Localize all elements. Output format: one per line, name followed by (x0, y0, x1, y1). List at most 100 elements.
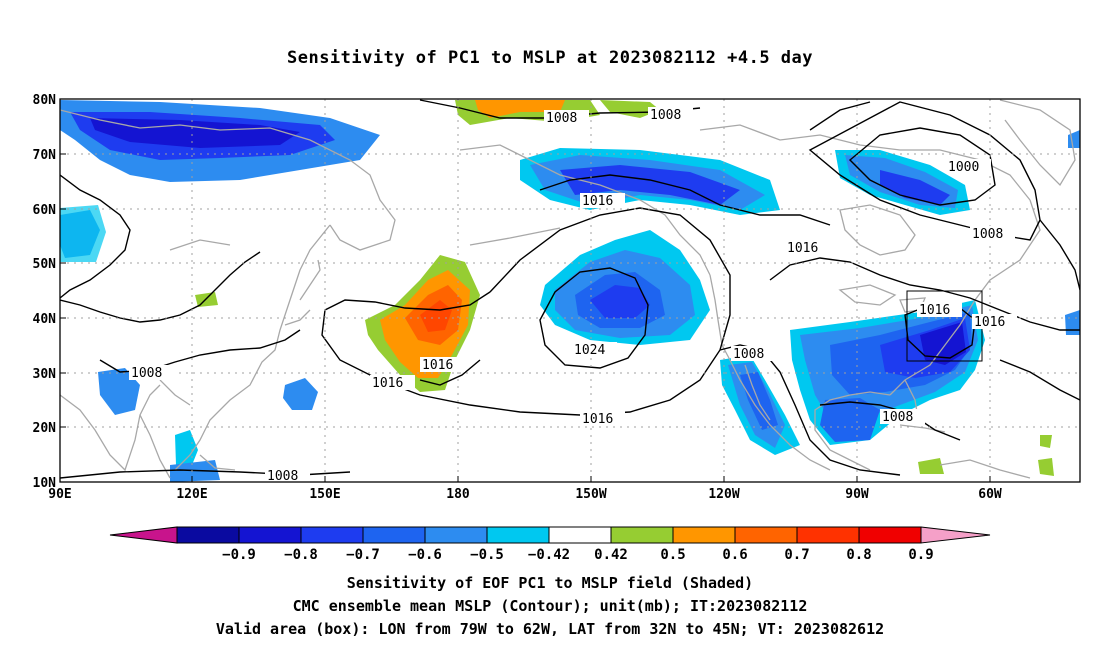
contour-label: 1016 (974, 315, 1005, 330)
axis-ticks (60, 98, 991, 483)
lon-label: 120W (708, 487, 739, 502)
lat-label: 60N (33, 203, 57, 218)
shade-pacific-high-inner (590, 285, 650, 318)
lat-label: 80N (33, 93, 57, 108)
lon-label: 150E (309, 487, 340, 502)
contour-label: 1016 (422, 358, 453, 373)
colorbar-label: −0.5 (470, 547, 504, 563)
colorbar-label: −0.42 (528, 547, 570, 563)
contour-label: 1016 (582, 412, 613, 427)
colorbar-label: 0.6 (722, 547, 747, 563)
lon-label: 90E (48, 487, 71, 502)
contour-label: 1008 (972, 227, 1003, 242)
contour-label: 1016 (787, 241, 818, 256)
contour-lower-right (999, 359, 1080, 401)
colorbar-box (486, 526, 550, 544)
shade-caribbean-green-c (918, 458, 944, 474)
lon-label: 120E (176, 487, 207, 502)
shade-arctic-green-right (600, 100, 660, 118)
colorbar-label: 0.42 (594, 547, 628, 563)
contour-label: 1008 (650, 108, 681, 123)
coast-east-na (889, 199, 1041, 396)
coast-west-na (709, 274, 831, 471)
contour-labels: 1008 1008 1000 1016 1016 1008 1016 1016 … (129, 107, 1017, 484)
coast-greenland (999, 99, 1076, 187)
shade-gulf-mexico (820, 398, 880, 442)
colorbar-label: −0.6 (408, 547, 442, 563)
colorbar-box (548, 526, 612, 544)
contour-asia-1008-b (60, 251, 261, 323)
coast-japan (284, 259, 321, 326)
contour-label: 1008 (267, 469, 298, 484)
contour-label: 1008 (733, 347, 764, 362)
colorbar-label: 0.9 (908, 547, 933, 563)
coast-hudson (839, 204, 916, 256)
contour-pacific-1024 (539, 267, 649, 369)
lon-label: 60W (978, 487, 1002, 502)
shade-caribbean-green-a (1040, 435, 1052, 448)
contour-label: 1008 (131, 366, 162, 381)
colorbar-box (176, 526, 240, 544)
lat-label: 30N (33, 367, 57, 382)
lon-label: 150W (575, 487, 606, 502)
colorbar-box (858, 526, 922, 544)
lat-label: 50N (33, 257, 57, 272)
contour-gulf-1016 (539, 174, 831, 226)
coast-aleutians (469, 227, 561, 246)
contour-label: 1008 (882, 410, 913, 425)
shade-caribbean-green-b (1038, 458, 1054, 476)
shade-hudson-core (880, 170, 950, 205)
lon-label: 90W (845, 487, 869, 502)
map-plot-area: 1008 1008 1000 1016 1016 1008 1016 1016 … (60, 99, 1080, 484)
colorbar-label: 0.7 (784, 547, 809, 563)
coast-china-inner (159, 239, 231, 406)
colorbar-box (734, 526, 798, 544)
contour-asia-1008-a (60, 174, 131, 299)
colorbar-label: 0.8 (846, 547, 871, 563)
shade-phil-sea (283, 378, 318, 410)
coast-south-america (939, 459, 1031, 479)
contour-label: 1016 (919, 303, 950, 318)
contour-label: 1024 (574, 343, 605, 358)
shade-arctic-siberia-inner (90, 118, 300, 148)
colorbar-box (672, 526, 736, 544)
colorbar-low-extension (109, 526, 178, 544)
shade-arctic-warm (475, 100, 565, 118)
coastlines (60, 99, 1076, 479)
lat-label: 40N (33, 312, 57, 327)
longitude-labels: 90E 120E 150E 180 150W 120W 90W 60W (48, 487, 1002, 502)
shade-west-edge-outer (60, 205, 106, 262)
colorbar-boxes (176, 526, 922, 544)
colorbar-label: 0.5 (660, 547, 685, 563)
plot-frame (59, 98, 1081, 483)
colorbar-box (796, 526, 860, 544)
caption-line-1: Sensitivity of EOF PC1 to MSLP field (Sh… (346, 574, 754, 592)
colorbar-labels: −0.9 −0.8 −0.7 −0.6 −0.5 −0.42 0.42 0.5 0.6 0.7 0.… (222, 547, 934, 563)
contour-hudson-1000 (848, 127, 996, 206)
contour-label: 1016 (372, 376, 403, 391)
colorbar-high-extension (920, 526, 991, 544)
coast-great-lakes (838, 284, 927, 313)
coast-gulf (814, 391, 891, 471)
coast-alaska (459, 144, 711, 276)
shade-asia-green (195, 292, 218, 307)
coast-southeast-asia (139, 414, 236, 479)
lat-label: 70N (33, 148, 57, 163)
coast-india (60, 384, 161, 472)
contour-label: 1016 (582, 194, 613, 209)
lat-label: 20N (33, 421, 57, 436)
colorbar-box (238, 526, 302, 544)
contour-label: 1008 (546, 111, 577, 126)
colorbar-box (424, 526, 488, 544)
colorbar-box (610, 526, 674, 544)
colorbar-box (362, 526, 426, 544)
figure-title: Sensitivity of PC1 to MSLP at 2023082112… (286, 48, 813, 68)
shade-south-china (175, 430, 198, 470)
shade-east-atlantic (1065, 310, 1080, 335)
lon-label: 180 (446, 487, 470, 502)
caption-line-3: Valid area (box): LON from 79W to 62W, L… (215, 620, 885, 638)
lat-label: 10N (33, 476, 57, 491)
coast-east-asia (174, 224, 331, 471)
coast-canada-arctic (699, 124, 1031, 201)
